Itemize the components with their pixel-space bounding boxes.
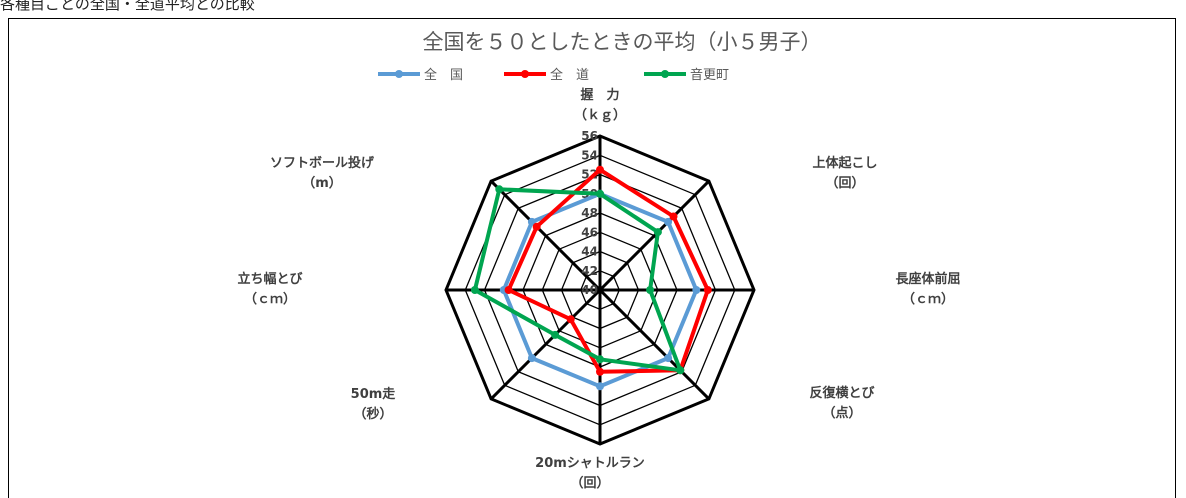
series-2-point-6 — [470, 286, 479, 294]
tick-label-42: 42 — [581, 264, 598, 278]
axis-label-0: 握 力 — [580, 87, 619, 103]
series-0-point-4 — [596, 382, 604, 391]
series-2-point-7 — [495, 185, 504, 194]
series-1-point-7 — [532, 222, 541, 231]
series-2-point-3 — [676, 366, 685, 375]
chart-legend: 全 国 全 道 音更町 — [378, 67, 729, 83]
legend-label-1: 全 道 — [550, 67, 589, 83]
chart-frame — [8, 18, 1176, 498]
series-2 — [470, 185, 685, 375]
axis-unit-6: （ｃｍ） — [244, 291, 296, 307]
legend-label-2: 音更町 — [690, 67, 729, 83]
tick-label-56: 56 — [581, 129, 598, 143]
top-caption: 各種目ごとの全国・全道平均との比較 — [0, 0, 255, 13]
series-1-point-2 — [703, 286, 712, 294]
tick-label-46: 46 — [581, 225, 598, 239]
series-1-point-4 — [596, 367, 604, 376]
legend-marker-0 — [395, 70, 403, 78]
tick-label-44: 44 — [581, 245, 598, 259]
tick-label-52: 52 — [581, 168, 598, 182]
series-line-2 — [472, 187, 683, 373]
series-1-point-6 — [504, 286, 513, 294]
legend-label-0: 全 国 — [424, 67, 463, 83]
series-1-point-0 — [596, 165, 604, 174]
spoke-7 — [490, 180, 602, 292]
legend-marker-2 — [661, 70, 669, 78]
spoke-5 — [490, 288, 602, 400]
series-2-point-5 — [551, 330, 560, 339]
axis-label-4: 20mシャトルラン — [535, 456, 645, 471]
data-series — [470, 165, 712, 391]
axis-unit-2: （ｃｍ） — [902, 291, 954, 307]
series-2-point-2 — [646, 286, 655, 294]
series-2-point-4 — [596, 355, 604, 364]
tick-label-40: 40 — [581, 283, 598, 297]
axis-label-1: 上体起こし — [812, 155, 877, 171]
axis-label-6: 立ち幅とび — [237, 271, 303, 287]
axis-unit-0: （ｋｇ） — [574, 107, 626, 123]
axis-unit-4: （回） — [570, 475, 609, 491]
series-0-point-5 — [527, 354, 536, 363]
series-0-point-2 — [692, 286, 701, 294]
axis-labels: 握 力 （ｋｇ） 上体起こし （回） 長座体前屈 （ｃｍ） 反復横とび （点） 20mシャトルラ… — [237, 87, 960, 491]
axis-label-7: ソフトボール投げ — [270, 155, 375, 171]
tick-label-54: 54 — [581, 148, 598, 162]
axis-label-2: 長座体前屈 — [895, 271, 960, 287]
legend-marker-1 — [521, 70, 529, 78]
series-2-point-1 — [653, 228, 662, 237]
series-2-point-0 — [596, 189, 604, 198]
series-0-point-1 — [664, 217, 673, 226]
axis-label-5: 50m走 — [351, 386, 397, 402]
axis-unit-1: （回） — [825, 175, 864, 191]
chart-title: 全国を５０としたときの平均（小５男子） — [423, 30, 822, 54]
tick-label-48: 48 — [581, 206, 598, 220]
spoke-3 — [598, 288, 710, 400]
series-0-point-3 — [664, 354, 673, 363]
axis-unit-7: （m） — [302, 175, 342, 191]
axis-label-3: 反復横とび — [809, 385, 875, 401]
spoke-1 — [598, 180, 710, 292]
series-1-point-1 — [669, 212, 678, 221]
axis-unit-3: （点） — [822, 405, 861, 421]
axis-unit-5: （秒） — [353, 406, 392, 422]
series-1-point-5 — [566, 315, 575, 324]
